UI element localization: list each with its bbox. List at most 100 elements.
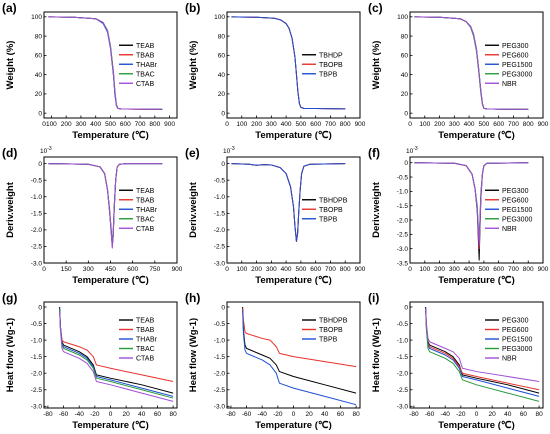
legend-entry: CTAB — [136, 81, 154, 88]
y-tick-label: 0 — [221, 110, 225, 117]
panel-i: (i) -80 -60 -40 -20 0 20 40 60 80 0 -0.5 -1.0 -1.5 -2.… — [366, 290, 549, 434]
legend-entry: PEG600 — [502, 327, 529, 334]
chart-svg: (e) 10-3 0 100 200 300 400 500 600 700 800 900 0 -0.5… — [185, 146, 366, 286]
y-tick-label: 20 — [218, 91, 226, 98]
x-tick-label: -80 — [226, 411, 236, 418]
x-tick-label: 60 — [520, 411, 528, 418]
x-tick-label: 40 — [504, 411, 512, 418]
chart-svg: (g) -80 -60 -40 -20 0 20 40 60 80 0 -0.5 -1.0 -1.5 -2.… — [2, 291, 178, 431]
panel-a: (a) 0 100 200 300 400 500 600 700 800 900 0 20 40 60 80… — [0, 0, 183, 144]
legend-entry: PEG1500 — [502, 62, 532, 69]
x-tick-label: 800 — [340, 121, 351, 128]
legend-entry: TBAB — [136, 327, 155, 334]
x-tick-label: 400 — [90, 121, 101, 128]
x-tick-label: -60 — [242, 411, 252, 418]
x-tick-label: 20 — [123, 411, 131, 418]
legend-entry: PEG300 — [502, 318, 529, 325]
y-tick-label: -3.0 — [214, 260, 226, 267]
x-tick-label: 800 — [340, 266, 351, 273]
y-axis-label: Weight (%) — [188, 41, 199, 90]
y-tick-label: 0 — [404, 110, 408, 117]
legend-entry: TBAB — [136, 197, 155, 204]
y-tick-label: -1.0 — [214, 194, 226, 201]
x-tick-label: 80 — [352, 411, 360, 418]
series-line-peg3000 — [425, 310, 540, 402]
x-tick-label: 500 — [478, 266, 489, 273]
legend-entry: NBR — [502, 356, 517, 363]
series-line-ctab — [48, 16, 163, 110]
legend-entry: PEG1500 — [502, 337, 532, 344]
legend-entry: CTAB — [136, 356, 154, 363]
y-tick-label: -0.5 — [31, 177, 43, 184]
series-line-nbr — [414, 16, 529, 110]
x-tick-label: -20 — [456, 411, 466, 418]
y-tick-label: 80 — [35, 33, 43, 40]
x-tick-label: 700 — [508, 266, 519, 273]
plot-frame — [43, 11, 178, 119]
x-tick-label: 400 — [281, 266, 292, 273]
x-tick-label: 900 — [164, 121, 175, 128]
x-tick-label: 0 — [475, 411, 479, 418]
panel-h: (h) -80 -60 -40 -20 0 20 40 60 80 0 -0.5 -1.0 -1.5 -2.… — [183, 290, 366, 434]
legend-entry: TBOPB — [319, 327, 343, 334]
legend: TBHDPB TBOPB TBPB — [302, 197, 348, 223]
x-tick-label: 80 — [535, 411, 543, 418]
panel-c: (c) 0 100 200 300 400 500 600 700 800 900 0 20 40 60 80… — [366, 0, 549, 144]
panel-label: (f) — [368, 146, 380, 160]
legend-entry: TBPB — [319, 71, 338, 78]
x-tick-label: 600 — [120, 121, 131, 128]
legend-entry: TEAB — [136, 43, 155, 50]
y-tick-label: 100 — [397, 14, 408, 21]
x-tick-label: 300 — [449, 266, 460, 273]
legend-entry: TBOPB — [319, 62, 343, 69]
y-tick-label: -2.0 — [214, 371, 226, 378]
x-tick-label: 0 — [225, 266, 229, 273]
series-line-ctab — [59, 311, 174, 402]
x-tick-label: 500 — [295, 266, 306, 273]
legend-entry: TBPB — [319, 337, 338, 344]
x-tick-label: 100 — [236, 266, 247, 273]
y-tick-label: -1.0 — [31, 337, 43, 344]
x-tick-label: 20 — [489, 411, 497, 418]
series-lines — [414, 162, 529, 261]
x-tick-label: 900 — [538, 266, 549, 273]
y-tick-label: -2.5 — [214, 387, 226, 394]
y-tick-label: -2.5 — [214, 244, 226, 251]
legend: PEG300 PEG600 PEG1500 PEG3000 NBR — [485, 43, 532, 88]
series-lines — [59, 306, 174, 402]
x-tick-label: 500 — [105, 121, 116, 128]
y-tick-label: -0.5 — [214, 177, 226, 184]
x-tick-label: -40 — [75, 411, 85, 418]
y-tick-label: -1.0 — [397, 337, 409, 344]
x-tick-label: 200 — [61, 121, 72, 128]
y-tick-label: -1.0 — [397, 189, 409, 196]
x-axis-label: Temperature (℃) — [72, 420, 148, 431]
x-tick-label: 200 — [434, 266, 445, 273]
x-tick-label: 200 — [251, 266, 262, 273]
y-tick-label: -2.5 — [31, 244, 43, 251]
x-tick-label: 0 — [109, 411, 113, 418]
y-tick-label: 100 — [31, 14, 42, 21]
chart-svg: (f) 10-3 0 100 200 300 400 500 600 700 800 900 0 -0.5… — [368, 146, 549, 286]
y-axis-label: Weight (%) — [5, 41, 16, 90]
y-tick-label: 60 — [35, 53, 43, 60]
series-line-teab — [59, 306, 174, 394]
y-tick-label: -2.5 — [397, 387, 409, 394]
x-tick-label: 700 — [135, 121, 146, 128]
chart-svg: (c) 0 100 200 300 400 500 600 700 800 900 0 20 40 60 80… — [368, 1, 549, 141]
x-axis-label: Temperature (℃) — [438, 275, 514, 286]
axis-exponent: 10-3 — [223, 146, 235, 155]
y-tick-label: -1.5 — [214, 354, 226, 361]
legend-entry: TBAC — [136, 346, 155, 353]
plot-frame — [43, 156, 178, 264]
panel-label: (e) — [185, 146, 200, 160]
x-tick-label: -60 — [425, 411, 435, 418]
y-tick-label: 40 — [401, 72, 409, 79]
series-lines — [48, 16, 163, 110]
y-tick-label: 40 — [218, 72, 226, 79]
y-tick-label: -2.0 — [31, 371, 43, 378]
chart-svg: (h) -80 -60 -40 -20 0 20 40 60 80 0 -0.5 -1.0 -1.5 -2.… — [185, 291, 361, 431]
legend: TEAB TBAB THABr TBAC CTAB — [119, 43, 158, 88]
y-tick-label: -2.0 — [397, 217, 409, 224]
y-tick-label: 20 — [401, 91, 409, 98]
